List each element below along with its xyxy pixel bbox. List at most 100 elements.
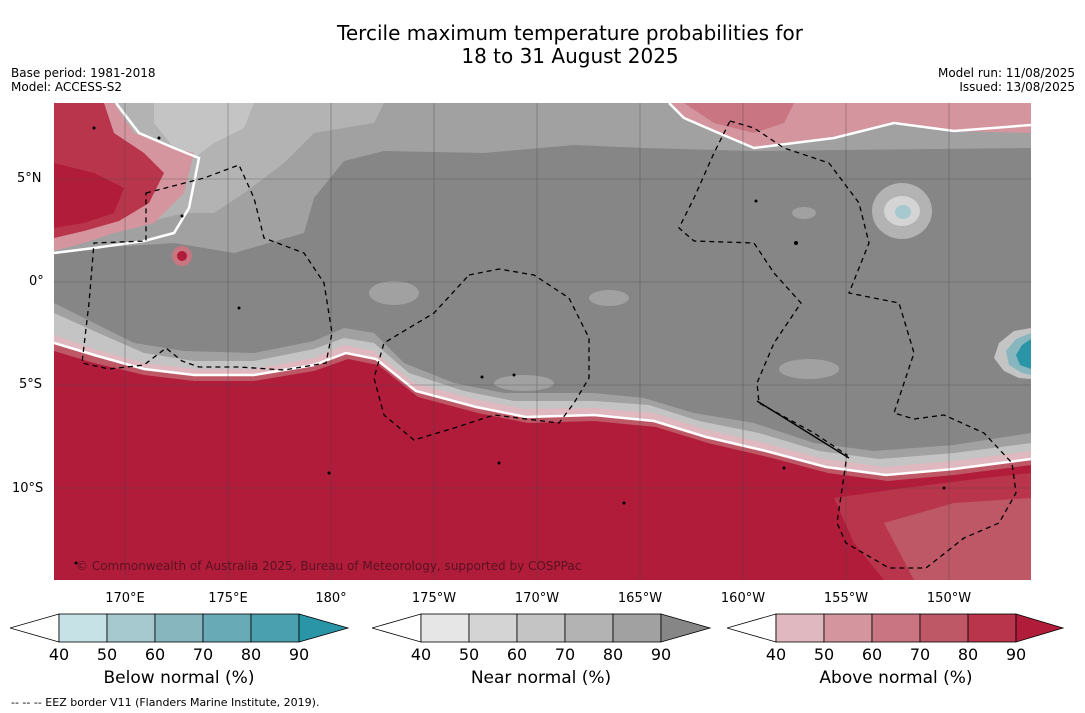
cbar-tick: 70 bbox=[192, 645, 214, 664]
lon-label-150w: 150°W bbox=[926, 591, 972, 606]
eez-border-east bbox=[678, 120, 1017, 569]
cbar-swatch bbox=[202, 613, 252, 643]
colorbar-below-normal-title: Below normal (%) bbox=[103, 668, 255, 688]
above-normal-boundary-south bbox=[54, 341, 1031, 477]
cbar-tick: 70 bbox=[909, 645, 931, 664]
island bbox=[942, 486, 946, 490]
cbar-swatch bbox=[564, 613, 614, 643]
island bbox=[237, 306, 241, 310]
cbar-tick: 50 bbox=[813, 645, 835, 664]
cbar-tick: 90 bbox=[650, 645, 672, 664]
near-normal-patch-5 bbox=[369, 281, 419, 305]
cbar-tick: 80 bbox=[957, 645, 979, 664]
cbar-tick: 50 bbox=[458, 645, 480, 664]
colorbar-below-normal bbox=[8, 613, 350, 647]
cbar-swatch bbox=[919, 613, 969, 643]
model-run: Model run: 11/08/2025 bbox=[937, 66, 1075, 80]
colorbar-above-normal-bar bbox=[725, 613, 1065, 643]
cbar-swatch bbox=[154, 613, 204, 643]
below-normal-area-east bbox=[1016, 339, 1031, 369]
lon-label-160w: 160°W bbox=[720, 591, 766, 606]
meta-right: Model run: 11/08/2025 Issued: 13/08/2025 bbox=[938, 66, 1075, 94]
above-normal-patch-southeast-2 bbox=[884, 498, 1031, 580]
lon-label-175w: 175°W bbox=[411, 591, 457, 606]
cbar-tick: 50 bbox=[96, 645, 118, 664]
above-normal-boundary-northeast bbox=[668, 103, 1031, 150]
cbar-swatch bbox=[250, 613, 300, 643]
cbar-swatch bbox=[612, 613, 662, 643]
cbar-swatch bbox=[298, 613, 350, 643]
island bbox=[92, 126, 96, 130]
above-normal-boundary-northwest bbox=[54, 103, 201, 255]
eez-border-solid bbox=[756, 400, 850, 459]
model-name: Model: ACCESS-S2 bbox=[11, 80, 123, 94]
lon-label-175e: 175°E bbox=[208, 591, 248, 606]
island bbox=[327, 471, 331, 475]
colorbar-below-normal-bar bbox=[8, 613, 350, 643]
near-normal-patch-3 bbox=[779, 359, 839, 379]
cbar-swatch bbox=[468, 613, 518, 643]
map-title: Tercile maximum temperature probabilitie… bbox=[0, 22, 1085, 68]
island bbox=[622, 501, 626, 505]
cbar-swatch bbox=[420, 613, 470, 643]
eez-footnote: -- -- -- EEZ border V11 (Flanders Marine… bbox=[11, 696, 320, 709]
lat-label-5n: 5°N bbox=[17, 171, 42, 186]
near-normal-patch-1 bbox=[589, 290, 629, 306]
lat-label-5s: 5°S bbox=[19, 377, 43, 392]
cbar-tick: 90 bbox=[1005, 645, 1027, 664]
colorbar-above-normal bbox=[725, 613, 1067, 647]
title-line-1: Tercile maximum temperature probabilitie… bbox=[337, 21, 803, 45]
cbar-swatch bbox=[8, 613, 60, 643]
island bbox=[157, 136, 161, 140]
cbar-swatch bbox=[1015, 613, 1065, 643]
islands bbox=[74, 126, 946, 565]
cbar-swatch bbox=[106, 613, 156, 643]
lon-label-165w: 165°W bbox=[617, 591, 663, 606]
eez-borders bbox=[81, 120, 1017, 569]
cbar-tick: 40 bbox=[765, 645, 787, 664]
map-canvas bbox=[54, 103, 1031, 580]
cbar-swatch bbox=[967, 613, 1017, 643]
cbar-tick: 60 bbox=[506, 645, 528, 664]
lon-label-170w: 170°W bbox=[514, 591, 560, 606]
cbar-swatch bbox=[58, 613, 108, 643]
cbar-swatch bbox=[823, 613, 873, 643]
colorbar-above-normal-title: Above normal (%) bbox=[819, 668, 973, 688]
island bbox=[74, 561, 78, 565]
near-normal-patch-4 bbox=[792, 207, 816, 219]
island bbox=[480, 375, 484, 379]
cbar-swatch bbox=[370, 613, 422, 643]
above-normal-mid-northeast bbox=[684, 103, 794, 133]
cbar-tick: 80 bbox=[240, 645, 262, 664]
base-period: Base period: 1981-2018 bbox=[11, 66, 156, 80]
cbar-tick: 60 bbox=[144, 645, 166, 664]
island bbox=[512, 373, 516, 377]
cbar-tick: 70 bbox=[554, 645, 576, 664]
above-normal-spot-core bbox=[177, 251, 187, 261]
lat-label-0: 0° bbox=[29, 274, 44, 289]
island bbox=[754, 199, 758, 203]
near-normal-patch-2 bbox=[494, 375, 554, 391]
cbar-tick: 40 bbox=[410, 645, 432, 664]
lon-label-170e: 170°E bbox=[105, 591, 145, 606]
graticule bbox=[54, 103, 1031, 580]
lon-label-155w: 155°W bbox=[823, 591, 869, 606]
above-normal-area-south bbox=[54, 351, 1031, 580]
issued-date: Issued: 13/08/2025 bbox=[959, 80, 1075, 94]
island bbox=[794, 241, 798, 245]
probability-map bbox=[54, 103, 1031, 580]
colorbar-near-normal bbox=[370, 613, 712, 647]
lat-label-10s: 10°S bbox=[12, 481, 44, 496]
map-credit: © Commonwealth of Australia 2025, Bureau… bbox=[76, 559, 582, 573]
cbar-swatch bbox=[775, 613, 825, 643]
colorbar-near-normal-title: Near normal (%) bbox=[470, 668, 612, 688]
cbar-swatch bbox=[871, 613, 921, 643]
title-line-2: 18 to 31 August 2025 bbox=[461, 44, 679, 68]
near-normal-lightest-north bbox=[154, 103, 254, 158]
cbar-tick: 80 bbox=[602, 645, 624, 664]
eez-border-central bbox=[373, 268, 590, 441]
below-normal-spot-northeast bbox=[895, 205, 911, 219]
cbar-swatch bbox=[516, 613, 566, 643]
cbar-swatch bbox=[660, 613, 712, 643]
meta-left: Base period: 1981-2018 Model: ACCESS-S2 bbox=[11, 66, 156, 94]
